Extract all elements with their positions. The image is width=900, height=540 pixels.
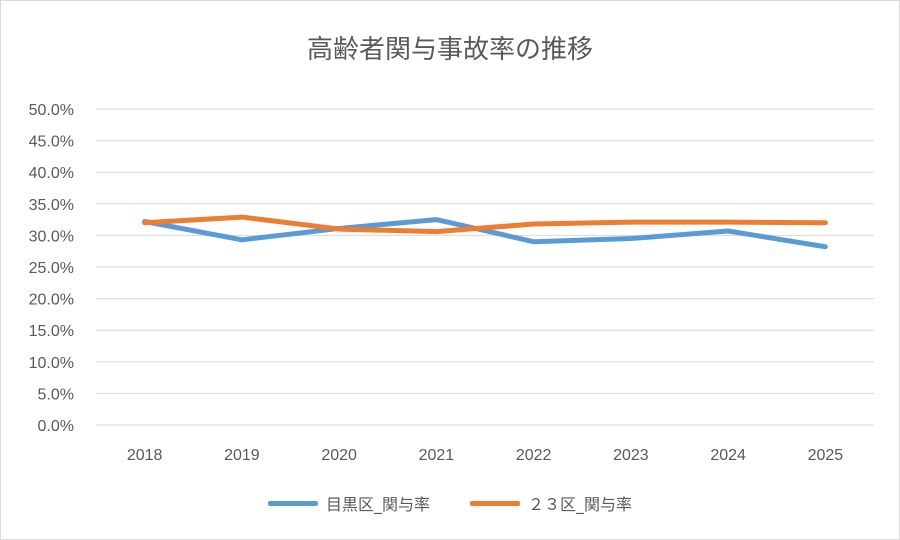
- x-tick-label: 2025: [808, 447, 844, 464]
- legend: 目黒区_関与率 ２３区_関与率: [1, 491, 899, 515]
- legend-item-23ku: ２３区_関与率: [470, 491, 632, 515]
- x-tick-label: 2019: [224, 447, 260, 464]
- series-line-0: [142, 217, 828, 250]
- legend-swatch-23ku: [470, 500, 520, 506]
- x-tick-label: 2021: [419, 447, 455, 464]
- x-tick-label: 2020: [321, 447, 357, 464]
- chart-title: 高齢者関与事故率の推移: [306, 35, 593, 65]
- legend-label-23ku: ２３区_関与率: [528, 495, 633, 514]
- y-tick-label: 20.0%: [29, 292, 74, 309]
- legend-item-meguro: 目黒区_関与率: [267, 491, 430, 515]
- y-tick-label: 0.0%: [38, 418, 74, 435]
- y-tick-label: 5.0%: [38, 386, 74, 403]
- y-tick-label: 45.0%: [29, 134, 74, 151]
- y-tick-label: 15.0%: [29, 323, 74, 340]
- y-tick-label: 30.0%: [29, 228, 74, 245]
- y-tick-label: 40.0%: [29, 165, 74, 182]
- y-tick-label: 10.0%: [29, 355, 74, 372]
- x-tick-label: 2024: [710, 447, 746, 464]
- x-tick-label: 2023: [613, 447, 649, 464]
- legend-swatch-meguro: [267, 500, 318, 506]
- y-tick-label: 25.0%: [29, 260, 74, 277]
- legend-label-meguro: 目黒区_関与率: [325, 495, 430, 514]
- y-tick-label: 50.0%: [29, 102, 74, 119]
- series-line-1: [142, 214, 828, 235]
- x-tick-label: 2022: [516, 447, 552, 464]
- x-tick-label: 2018: [127, 447, 163, 464]
- y-tick-label: 35.0%: [29, 197, 74, 214]
